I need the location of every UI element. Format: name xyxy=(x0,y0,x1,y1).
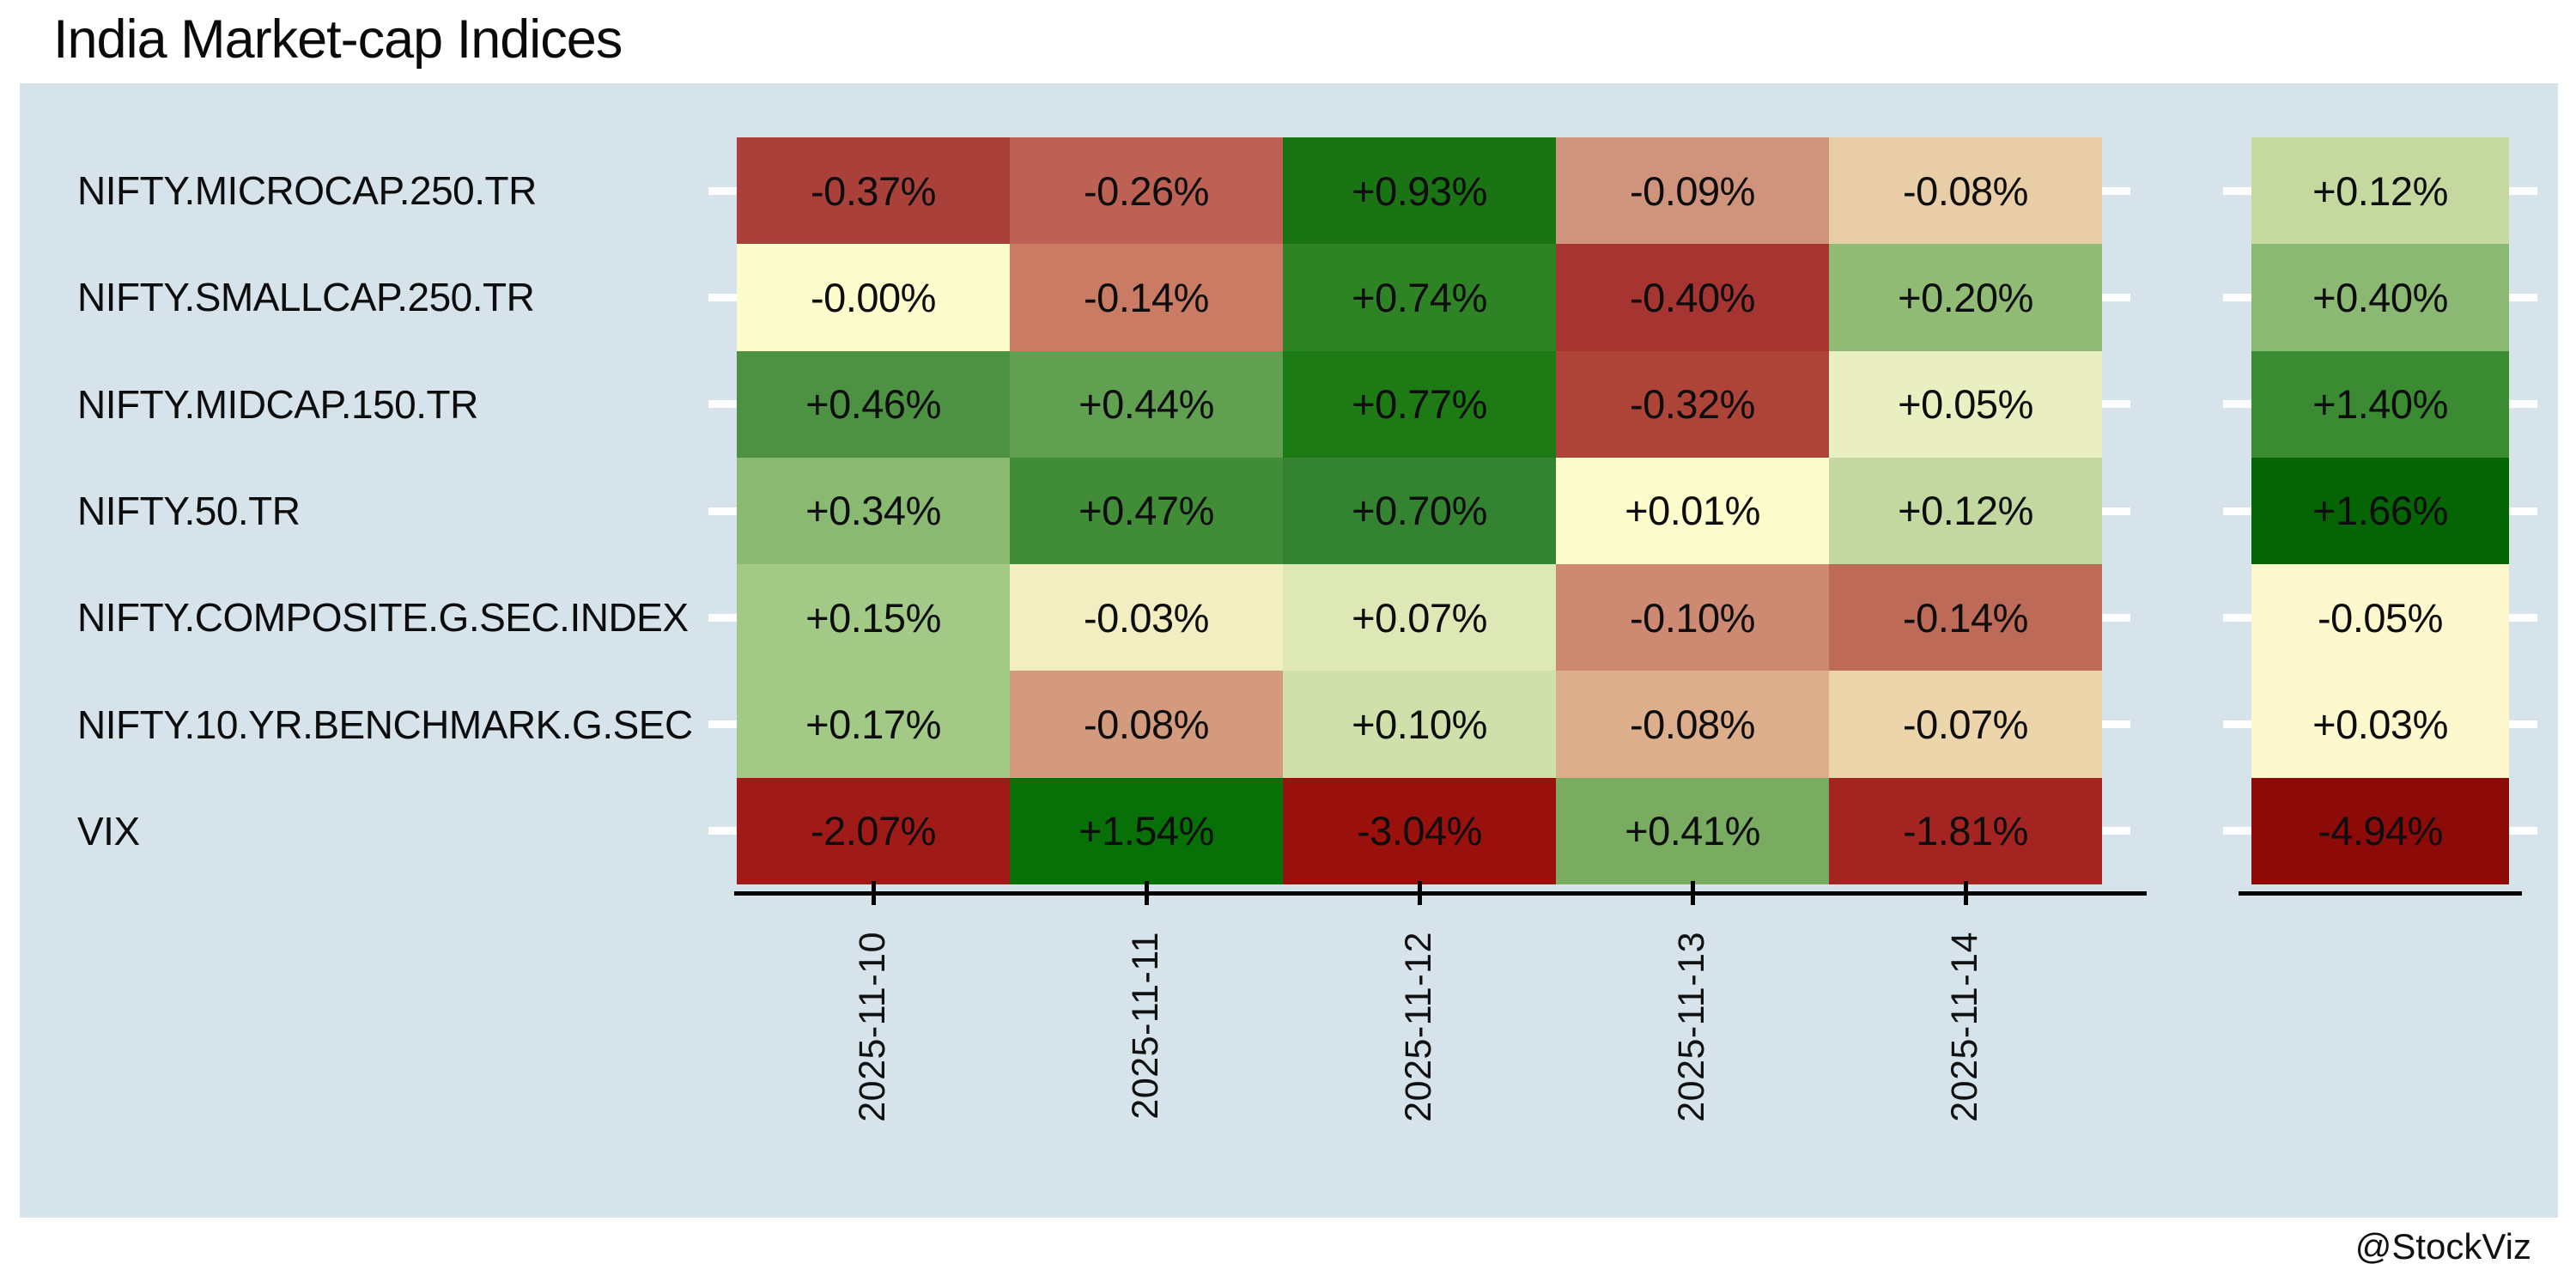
summary-tick-left xyxy=(2223,507,2251,515)
row-label: NIFTY.MICROCAP.250.TR xyxy=(77,168,537,214)
x-tick xyxy=(1963,881,1968,905)
heatmap-cell: +0.12% xyxy=(1829,457,2102,565)
heatmap-cell: -0.00% xyxy=(737,244,1010,351)
summary-tick-right xyxy=(2509,186,2537,195)
y-tick-left xyxy=(708,720,737,729)
heatmap-cell: +0.74% xyxy=(1283,244,1556,351)
heatmap-cell: -0.14% xyxy=(1010,244,1283,351)
summary-tick-left xyxy=(2223,186,2251,195)
summary-cell: +0.03% xyxy=(2251,671,2509,778)
heatmap-cell: +0.47% xyxy=(1010,457,1283,565)
summary-cell: +1.66% xyxy=(2251,457,2509,565)
heatmap-cell: -1.81% xyxy=(1829,777,2102,884)
row-label: NIFTY.10.YR.BENCHMARK.G.SEC xyxy=(77,702,693,747)
y-tick-left xyxy=(708,293,737,301)
x-tick-label: 2025-11-14 xyxy=(1944,932,1985,1122)
summary-cell: -0.05% xyxy=(2251,564,2509,671)
page-title: India Market-cap Indices xyxy=(53,9,623,70)
summary-tick-left xyxy=(2223,720,2251,729)
x-tick xyxy=(1144,881,1149,905)
x-tick-label: 2025-11-12 xyxy=(1398,932,1439,1122)
x-tick xyxy=(871,881,876,905)
heatmap-cell: +0.34% xyxy=(737,457,1010,565)
summary-tick-right xyxy=(2509,613,2537,622)
heatmap-cell: +0.07% xyxy=(1283,564,1556,671)
y-tick-right xyxy=(2102,186,2130,195)
y-tick-right xyxy=(2102,613,2130,622)
heatmap-cell: +1.54% xyxy=(1010,777,1283,884)
heatmap-cell: -3.04% xyxy=(1283,777,1556,884)
summary-tick-left xyxy=(2223,400,2251,409)
heatmap-cell: +0.17% xyxy=(737,671,1010,778)
summary-tick-right xyxy=(2509,827,2537,835)
y-tick-left xyxy=(708,186,737,195)
x-tick-label: 2025-11-10 xyxy=(852,932,893,1122)
summary-tick-right xyxy=(2509,293,2537,301)
y-tick-right xyxy=(2102,400,2130,409)
heatmap-cell: +0.01% xyxy=(1556,457,1829,565)
row-label: NIFTY.50.TR xyxy=(77,488,301,533)
heatmap-cell: +0.44% xyxy=(1010,350,1283,458)
heatmap-cell: -0.03% xyxy=(1010,564,1283,671)
heatmap-cell: +0.15% xyxy=(737,564,1010,671)
y-tick-right xyxy=(2102,827,2130,835)
heatmap-cell: -0.40% xyxy=(1556,244,1829,351)
y-tick-left xyxy=(708,827,737,835)
heatmap-cell: +0.46% xyxy=(737,350,1010,458)
y-tick-right xyxy=(2102,507,2130,515)
y-tick-right xyxy=(2102,720,2130,729)
heatmap-cell: +0.77% xyxy=(1283,350,1556,458)
summary-cell: +0.40% xyxy=(2251,244,2509,351)
heatmap-cell: -0.37% xyxy=(737,137,1010,245)
summary-cell: -4.94% xyxy=(2251,777,2509,884)
row-label: VIX xyxy=(77,808,140,854)
heatmap-cell: -0.08% xyxy=(1010,671,1283,778)
heatmap-cell: +0.10% xyxy=(1283,671,1556,778)
heatmap-cell: -0.14% xyxy=(1829,564,2102,671)
summary-tick-left xyxy=(2223,293,2251,301)
x-axis-line xyxy=(734,891,2147,896)
heatmap-cell: -0.32% xyxy=(1556,350,1829,458)
heatmap-cell: -0.08% xyxy=(1556,671,1829,778)
y-tick-left xyxy=(708,507,737,515)
row-label: NIFTY.COMPOSITE.G.SEC.INDEX xyxy=(77,595,689,641)
row-label: NIFTY.MIDCAP.150.TR xyxy=(77,381,478,427)
heatmap-cell: -2.07% xyxy=(737,777,1010,884)
y-tick-left xyxy=(708,613,737,622)
heatmap-cell: -0.08% xyxy=(1829,137,2102,245)
summary-tick-right xyxy=(2509,720,2537,729)
y-tick-left xyxy=(708,400,737,409)
x-tick xyxy=(1417,881,1422,905)
summary-tick-left xyxy=(2223,827,2251,835)
heatmap-cell: -0.07% xyxy=(1829,671,2102,778)
summary-tick-right xyxy=(2509,400,2537,409)
heatmap-cell: +0.41% xyxy=(1556,777,1829,884)
x-tick-label: 2025-11-11 xyxy=(1125,932,1166,1120)
attribution-text: @StockViz xyxy=(2354,1226,2531,1267)
y-tick-right xyxy=(2102,293,2130,301)
row-label: NIFTY.SMALLCAP.250.TR xyxy=(77,275,535,320)
heatmap-cell: -0.26% xyxy=(1010,137,1283,245)
summary-cell: +1.40% xyxy=(2251,350,2509,458)
heatmap-cell: +0.70% xyxy=(1283,457,1556,565)
x-tick xyxy=(1690,881,1695,905)
heatmap-cell: +0.93% xyxy=(1283,137,1556,245)
summary-tick-right xyxy=(2509,507,2537,515)
heatmap-cell: +0.20% xyxy=(1829,244,2102,351)
summary-tick-left xyxy=(2223,613,2251,622)
summary-axis-line xyxy=(2239,891,2522,896)
heatmap-cell: -0.09% xyxy=(1556,137,1829,245)
heatmap-cell: +0.05% xyxy=(1829,350,2102,458)
x-tick-label: 2025-11-13 xyxy=(1671,932,1712,1122)
summary-cell: +0.12% xyxy=(2251,137,2509,245)
heatmap-cell: -0.10% xyxy=(1556,564,1829,671)
